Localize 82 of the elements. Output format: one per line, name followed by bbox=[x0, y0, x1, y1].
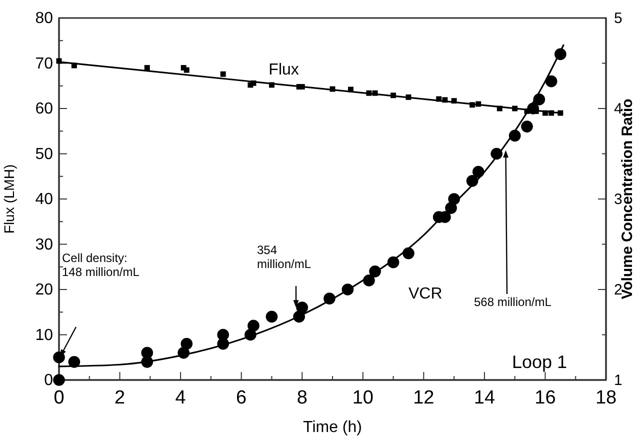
x-tick-label: 12 bbox=[413, 387, 434, 408]
y-tick-label: 80 bbox=[35, 10, 54, 28]
x-tick-label: 10 bbox=[352, 387, 374, 408]
point bbox=[268, 82, 274, 88]
point bbox=[144, 65, 150, 71]
y2-tick-label: 4 bbox=[614, 100, 622, 118]
point bbox=[521, 120, 533, 133]
point bbox=[342, 284, 354, 296]
point bbox=[442, 97, 448, 103]
y-tick-label: 0 bbox=[44, 372, 54, 390]
point bbox=[363, 274, 375, 286]
point bbox=[524, 108, 530, 114]
point bbox=[558, 110, 564, 116]
x-tick-label: 4 bbox=[175, 387, 186, 408]
point bbox=[141, 346, 154, 359]
y-tick-label: 40 bbox=[35, 191, 54, 208]
point bbox=[53, 351, 65, 364]
point bbox=[71, 62, 77, 68]
point bbox=[490, 148, 503, 160]
point bbox=[466, 174, 478, 187]
point bbox=[533, 94, 546, 106]
point bbox=[387, 256, 400, 268]
point bbox=[508, 130, 521, 142]
y-tick-label: 20 bbox=[35, 282, 54, 299]
point bbox=[248, 320, 260, 332]
y2-tick-label: 3 bbox=[614, 190, 622, 208]
point bbox=[390, 92, 396, 98]
y-tick-label: 60 bbox=[35, 100, 54, 118]
point bbox=[330, 86, 336, 92]
point bbox=[366, 90, 372, 96]
point bbox=[545, 75, 558, 88]
y-tick-label: 70 bbox=[35, 55, 54, 72]
point bbox=[436, 96, 442, 102]
y2-tick-label: 2 bbox=[614, 281, 622, 298]
annotation: Cell density: 148 million/mL bbox=[62, 251, 140, 279]
point bbox=[68, 356, 80, 368]
point bbox=[372, 90, 378, 96]
x-tick-label: 14 bbox=[474, 387, 496, 408]
point bbox=[53, 374, 65, 386]
point bbox=[406, 94, 412, 100]
point bbox=[184, 67, 190, 73]
series-label: VCR bbox=[408, 286, 442, 303]
y-tick-label: 30 bbox=[35, 236, 54, 254]
point bbox=[470, 102, 476, 108]
annotation: 568 million/mL bbox=[474, 295, 552, 309]
y2-tick-label: 1 bbox=[614, 372, 622, 389]
point bbox=[554, 48, 566, 60]
point bbox=[217, 328, 230, 341]
x-tick-label: 8 bbox=[296, 387, 308, 408]
point bbox=[369, 265, 381, 278]
point bbox=[512, 106, 518, 112]
point bbox=[451, 98, 457, 104]
point bbox=[178, 346, 190, 359]
annotation: 354 million/mL bbox=[257, 243, 312, 271]
annotation: Loop 1 bbox=[512, 352, 568, 372]
point bbox=[472, 166, 484, 178]
point bbox=[56, 58, 62, 64]
y-axis-title: Flux (LMH) bbox=[1, 164, 17, 234]
point bbox=[542, 110, 548, 116]
point bbox=[448, 193, 460, 205]
y2-tick-label: 5 bbox=[614, 10, 622, 27]
point bbox=[180, 338, 193, 350]
point bbox=[299, 84, 305, 90]
point bbox=[402, 247, 414, 260]
series-label: Flux bbox=[268, 62, 299, 79]
point bbox=[496, 106, 502, 112]
x-tick-label: 18 bbox=[595, 387, 617, 408]
point bbox=[296, 302, 308, 314]
point bbox=[250, 80, 256, 86]
x-tick-label: 16 bbox=[534, 387, 556, 408]
y-tick-label: 50 bbox=[35, 146, 54, 163]
point bbox=[548, 110, 554, 116]
x-tick-label: 2 bbox=[114, 387, 126, 408]
y-tick-label: 10 bbox=[35, 326, 54, 344]
x-axis-title: Time (h) bbox=[303, 419, 362, 436]
x-tick-label: 6 bbox=[236, 387, 247, 408]
point bbox=[324, 292, 336, 304]
point bbox=[220, 71, 226, 77]
point bbox=[244, 328, 256, 341]
point bbox=[266, 310, 278, 323]
point bbox=[348, 86, 354, 92]
point bbox=[476, 101, 482, 107]
